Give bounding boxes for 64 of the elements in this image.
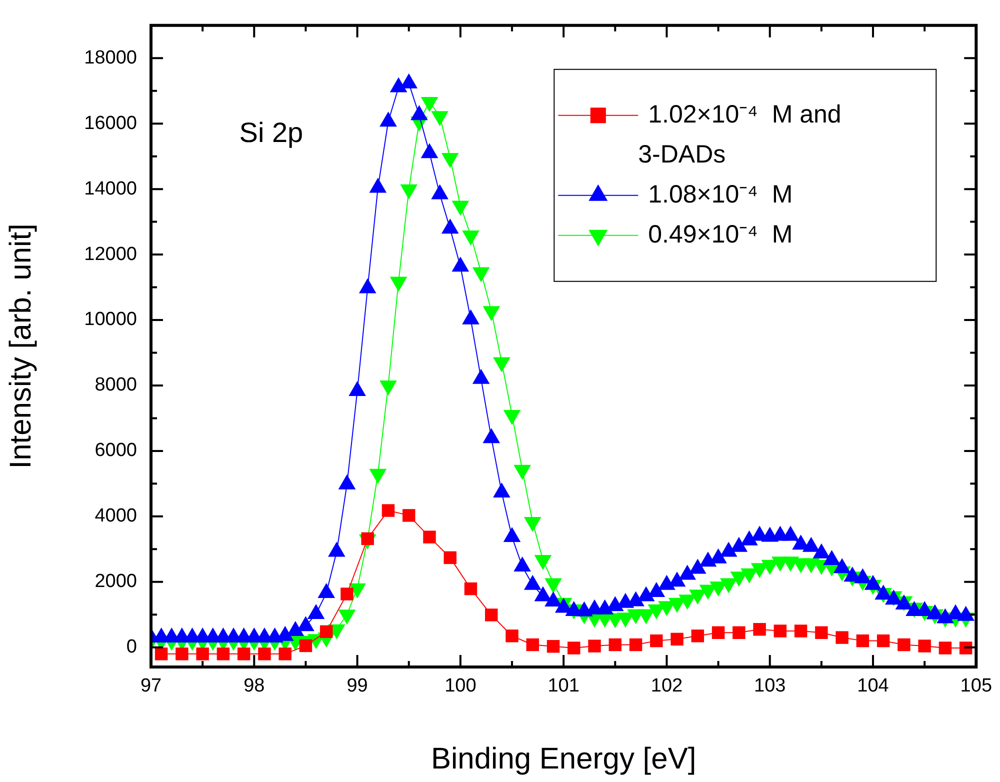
x-tick-label: 103	[754, 676, 786, 697]
point	[732, 626, 746, 639]
point	[464, 582, 478, 596]
y-tick-label: 14000	[84, 178, 137, 200]
y-tick-label: 8000	[94, 374, 137, 396]
point	[278, 648, 292, 660]
point	[815, 626, 828, 639]
legend-label: 0.49×10⁻⁴ M	[648, 220, 793, 248]
y-axis-title: Intensity [arb. unit]	[4, 224, 38, 469]
point	[154, 648, 168, 660]
point	[423, 530, 436, 544]
x-tick-label: 99	[346, 676, 368, 697]
point	[568, 642, 580, 654]
point	[237, 648, 250, 660]
point	[836, 631, 848, 644]
point	[299, 639, 312, 652]
point	[753, 622, 766, 636]
point	[402, 509, 416, 522]
x-tick-label: 100	[444, 676, 476, 697]
point	[918, 640, 931, 652]
y-tick-label: 4000	[94, 506, 137, 527]
x-tick-label: 97	[140, 676, 162, 697]
x-tick-label: 102	[650, 676, 683, 697]
point	[485, 608, 498, 622]
x-axis-title: Binding Energy [eV]	[430, 742, 696, 776]
point	[340, 588, 354, 600]
point	[320, 625, 333, 638]
y-tick-label: 2000	[94, 571, 137, 592]
y-tick-label: 12000	[84, 244, 137, 265]
point	[959, 642, 972, 654]
point	[856, 634, 870, 648]
point	[382, 504, 395, 517]
legend-label: 1.08×10⁻⁴ M	[648, 180, 793, 208]
point	[774, 624, 787, 638]
point	[444, 551, 456, 564]
y-tick-label: 10000	[84, 309, 137, 330]
point	[196, 648, 209, 660]
point	[670, 632, 684, 646]
point	[691, 630, 704, 642]
y-tick-label: 0	[126, 636, 137, 658]
y-tick-label: 16000	[84, 112, 137, 134]
point	[608, 638, 622, 652]
y-tick-label: 6000	[94, 440, 137, 462]
y-tick-label: 18000	[84, 47, 137, 68]
point	[588, 640, 601, 652]
point	[506, 630, 518, 642]
point	[546, 640, 560, 653]
point	[794, 624, 808, 638]
point	[176, 648, 188, 660]
point	[650, 634, 663, 648]
legend-label: 1.02×10⁻⁴ M and 3-DADs	[638, 100, 842, 168]
point	[258, 648, 271, 660]
point	[898, 638, 910, 652]
annotation: Si 2p	[239, 117, 304, 148]
x-tick-label: 104	[857, 676, 890, 697]
point	[629, 638, 642, 652]
point	[526, 638, 539, 652]
point	[876, 634, 890, 648]
x-tick-label: 98	[244, 676, 265, 697]
point	[216, 648, 230, 660]
x-tick-label: 105	[960, 676, 992, 697]
point	[712, 626, 725, 639]
x-tick-label: 101	[548, 676, 580, 697]
point	[938, 642, 952, 654]
